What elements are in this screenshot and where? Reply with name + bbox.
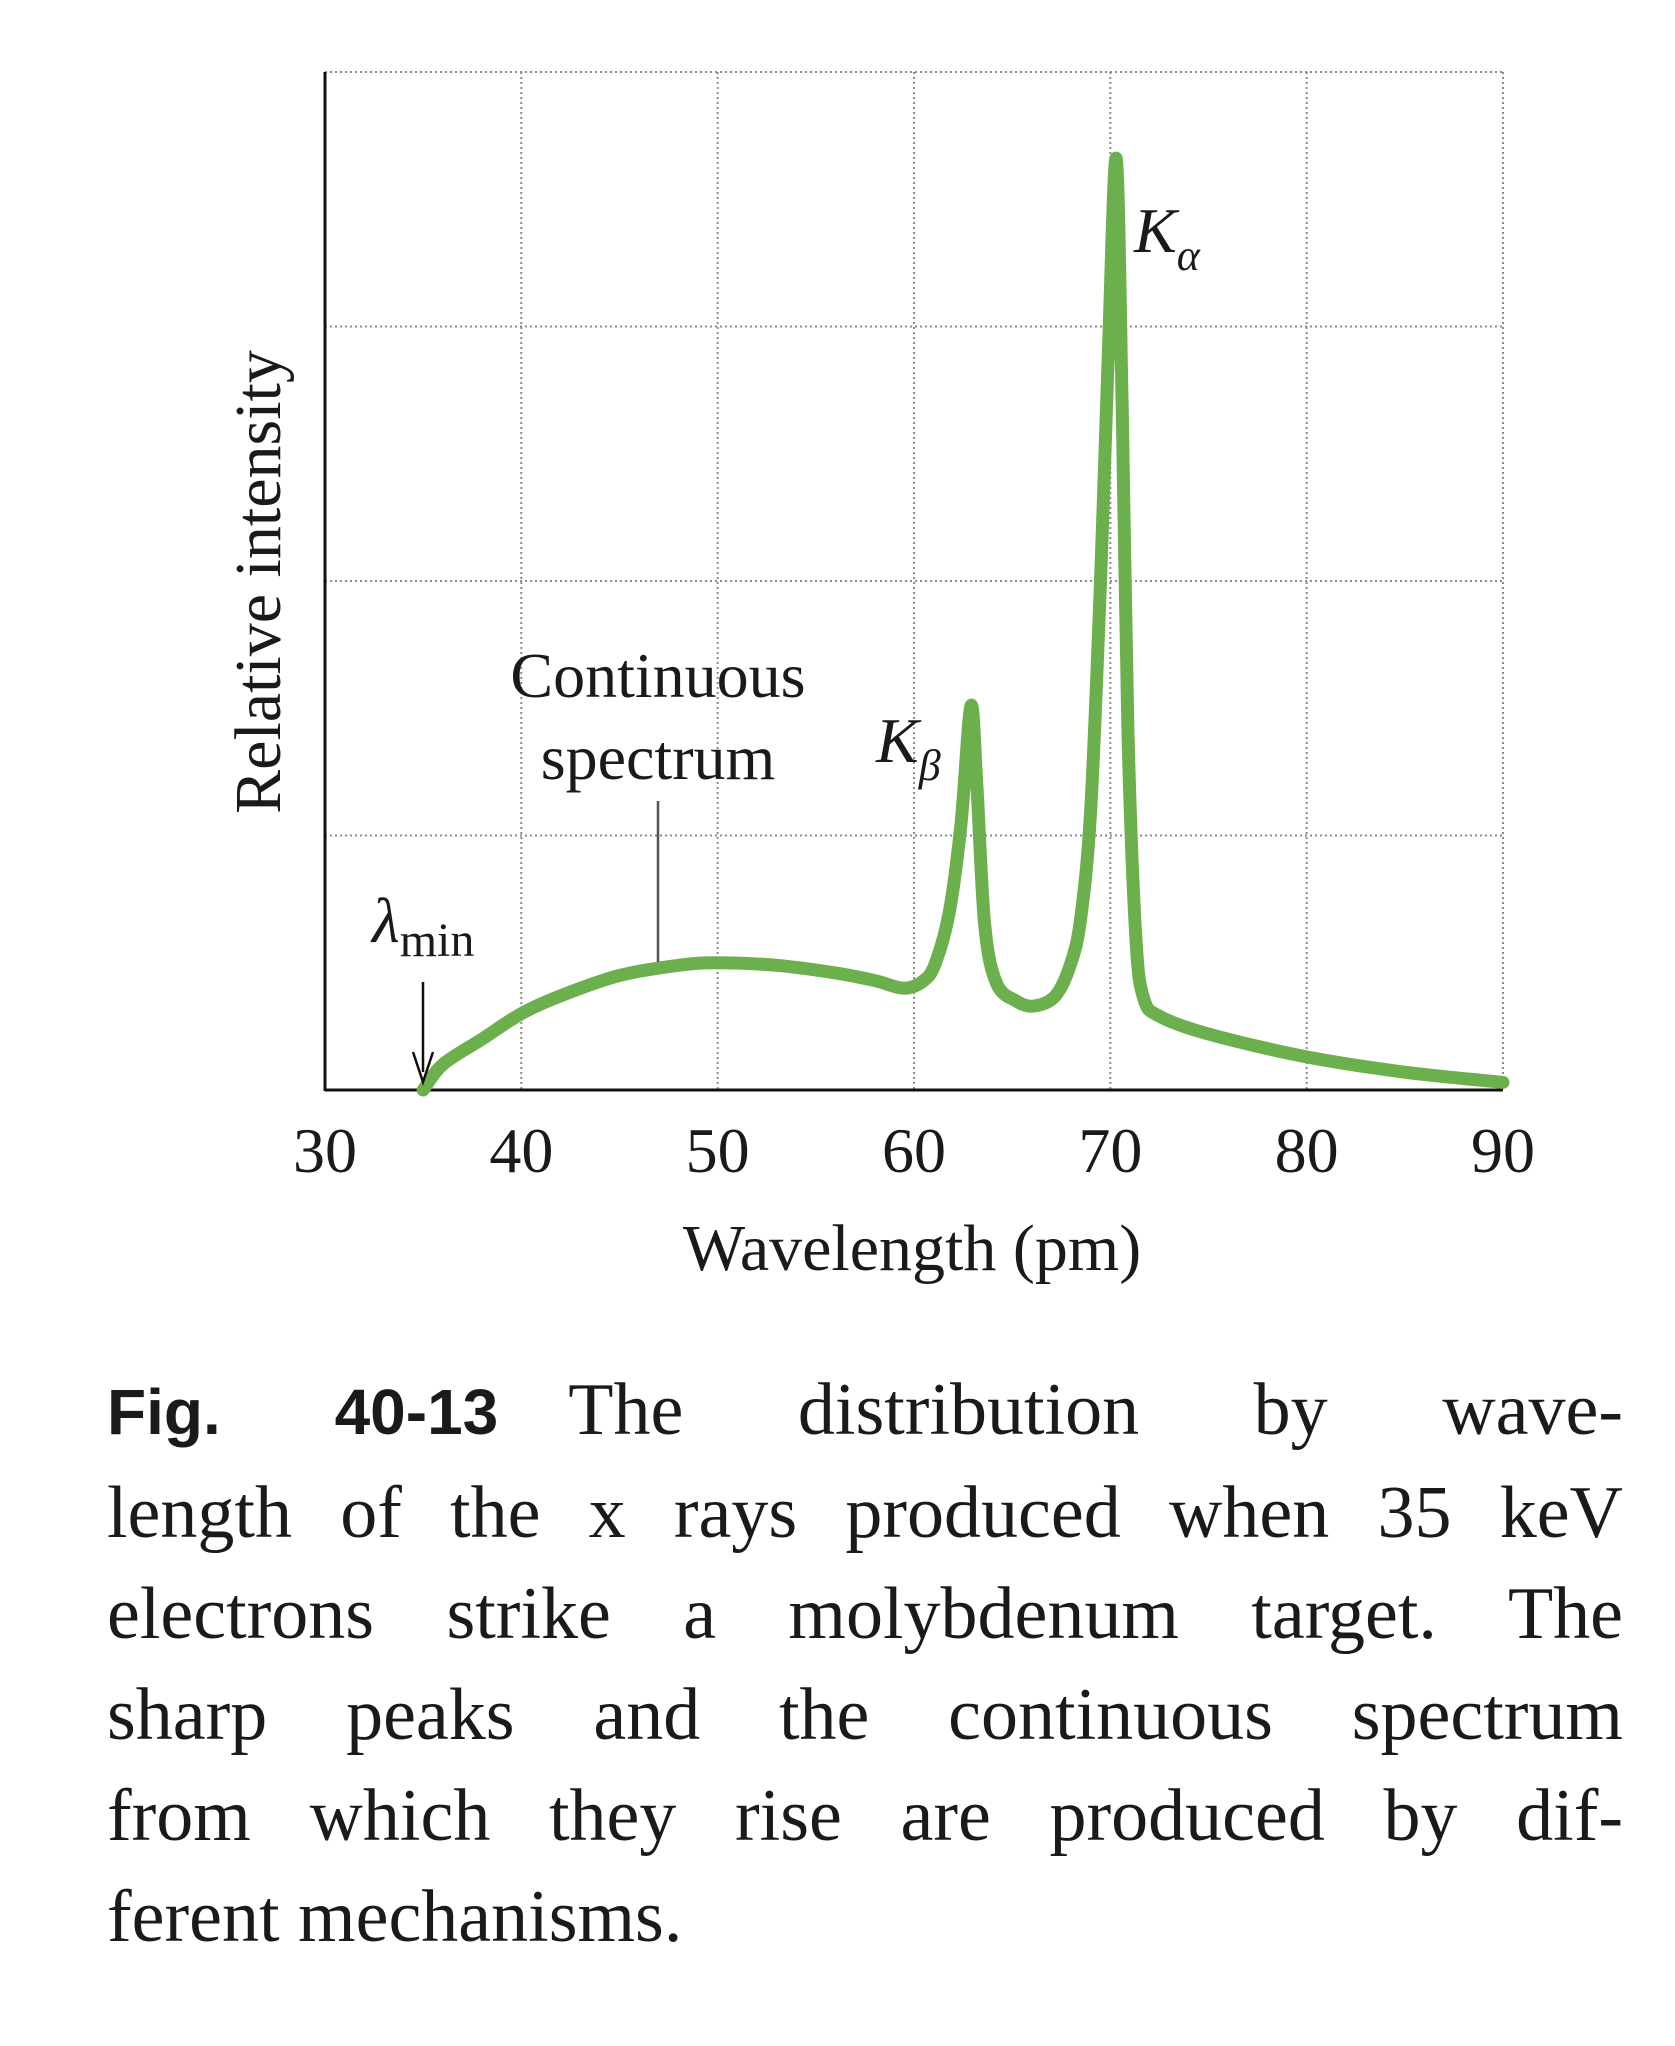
x-tick-label: 50 bbox=[686, 1115, 750, 1186]
annotation-continuous: Continuous bbox=[510, 640, 805, 711]
axes bbox=[323, 72, 1503, 1092]
caption-line: length of the x rays produced when 35 ke… bbox=[107, 1472, 1623, 1554]
x-tick-label: 80 bbox=[1275, 1115, 1339, 1186]
figure-caption: Fig. 40-13 The distribution by wave- leng… bbox=[107, 1360, 1623, 1968]
x-axis-label: Wavelength (pm) bbox=[683, 1212, 1141, 1285]
annotation-lambda-min: λmin bbox=[370, 885, 474, 967]
figure-label: Fig. 40-13 bbox=[107, 1376, 499, 1448]
k-alpha-letter: K bbox=[1133, 195, 1180, 266]
caption-text: The distribution by wave- bbox=[568, 1369, 1624, 1451]
spectrum-line bbox=[416, 152, 1510, 1097]
x-tick-label: 70 bbox=[1078, 1115, 1142, 1186]
lambda-subscript: min bbox=[400, 914, 475, 967]
caption-line: Fig. 40-13 The distribution by wave- bbox=[107, 1360, 1623, 1463]
annotation-spectrum: spectrum bbox=[541, 722, 776, 793]
k-beta-letter: K bbox=[875, 705, 922, 776]
x-tick-label: 30 bbox=[293, 1115, 357, 1186]
lambda-letter: λ bbox=[370, 885, 400, 956]
caption-line: from which they rise are produced by dif… bbox=[107, 1775, 1623, 1857]
annotation-k-alpha: Kα bbox=[1133, 195, 1201, 280]
caption-line: ferent mechanisms. bbox=[107, 1876, 683, 1958]
caption-line: sharp peaks and the continuous spectrum bbox=[107, 1674, 1623, 1756]
k-alpha-subscript: α bbox=[1177, 231, 1201, 280]
k-beta-subscript: β bbox=[918, 741, 941, 790]
y-axis-label: Relative intensity bbox=[222, 350, 295, 814]
x-tick-labels: 30 40 50 60 70 80 90 bbox=[293, 1115, 1535, 1186]
grid bbox=[324, 71, 1504, 1091]
x-tick-label: 60 bbox=[882, 1115, 946, 1186]
annotation-k-beta: Kβ bbox=[875, 705, 941, 790]
x-tick-label: 90 bbox=[1471, 1115, 1535, 1186]
caption-line: electrons strike a molybdenum target. Th… bbox=[107, 1573, 1623, 1655]
x-tick-label: 40 bbox=[489, 1115, 553, 1186]
lambda-min-arrow-icon bbox=[411, 982, 435, 1086]
xray-spectrum-chart: 30 40 50 60 70 80 90 Wavelength (pm) Relative … bbox=[222, 71, 1535, 1285]
